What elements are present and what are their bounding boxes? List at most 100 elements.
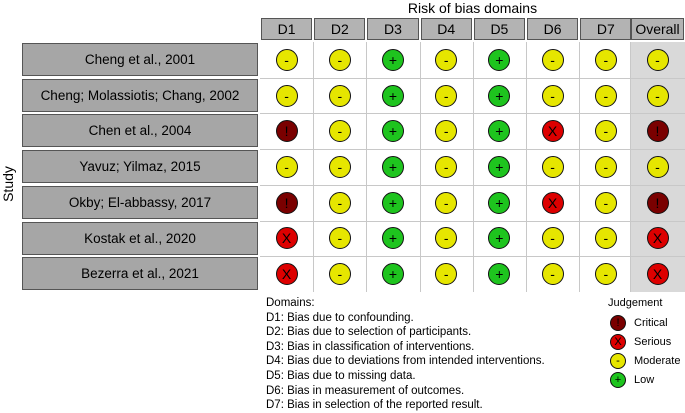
judgement-symbol: + [495,194,504,211]
moderate-legend-icon: - [610,353,626,369]
judgement-symbol: - [284,51,289,68]
judgement-moderate-icon: - [541,227,564,250]
study-name: Kostak et al., 2020 [22,221,258,255]
judgement-legend-item-moderate: - Moderate [610,352,680,370]
judgement-symbol: - [337,87,343,104]
judgement-moderate-icon: - [328,191,351,214]
low-legend-icon: + [610,372,626,388]
domains-legend-title: Domains: [266,297,315,309]
judgement-symbol: + [495,158,504,175]
domains-legend-item: D1: Bias due to confounding. [266,311,414,324]
domains-legend: Domains: D1: Bias due to confounding. D2… [266,296,545,413]
judgement-critical-icon: ! [646,120,669,143]
grid-hline [260,256,685,258]
judgement-symbol: - [284,87,289,104]
judgement-symbol: ! [655,123,660,140]
judgement-moderate-icon: - [594,155,617,178]
judgement-moderate-icon: - [541,155,564,178]
judgement-serious-icon: X [646,263,669,286]
judgement-moderate-icon: - [328,227,351,250]
column-header-d3: D3 [367,18,419,40]
column-header-overall: Overall [631,18,684,40]
judgement-moderate-icon: - [594,227,617,250]
judgement-serious-icon: X [275,263,298,286]
judgement-moderate-icon: - [435,48,458,71]
judgement-symbol: + [388,266,398,283]
judgement-symbol: X [547,123,558,140]
study-name: Yavuz; Yilmaz, 2015 [22,150,258,184]
judgement-moderate-icon: - [646,84,669,107]
judgement-legend-item-low: + Low [610,371,654,389]
judgement-moderate-icon: - [275,84,298,107]
judgement-moderate-icon: - [275,48,298,71]
judgement-moderate-icon: - [328,48,351,71]
judgement-low-icon: + [382,155,404,178]
judgement-low-icon: + [382,120,404,143]
column-header-d7: D7 [580,18,632,40]
judgement-symbol: ! [655,194,660,211]
grid-vline [472,42,474,292]
judgement-symbol: - [603,51,609,68]
judgement-serious-icon: X [275,227,298,250]
grid-vline [526,42,527,292]
judgement-symbol: - [443,230,449,247]
judgement-symbol: - [603,230,609,247]
judgement-moderate-icon: - [275,155,298,178]
judgement-symbol: - [443,51,449,68]
judgement-symbol: + [388,158,398,175]
judgement-symbol: - [443,87,449,104]
judgement-moderate-icon: - [328,263,351,286]
judgement-moderate-icon: - [435,263,458,286]
judgement-moderate-icon: - [541,48,564,71]
domains-legend-item: D3: Bias in classification of interventi… [266,340,475,353]
judgement-symbol: X [281,266,292,283]
judgement-symbol: - [550,230,555,247]
judgement-symbol: - [655,158,660,175]
grid-hline [260,184,685,186]
grid-hline [260,77,685,79]
judgement-symbol: + [388,194,398,211]
grid-hline [260,113,685,115]
judgement-low-icon: + [488,263,511,286]
grid-vline [579,42,581,292]
judgement-symbol: + [495,230,504,247]
judgement-low-icon: + [382,84,404,107]
judgement-critical-icon: ! [646,191,669,214]
domains-legend-item: D6: Bias in measurement of outcomes. [266,384,465,397]
judgement-symbol: - [603,158,609,175]
grid-vline [419,42,421,292]
judgement-moderate-icon: - [328,155,351,178]
judgement-symbol: + [388,230,398,247]
judgement-symbol: ! [284,194,289,211]
judgement-symbol: + [495,266,504,283]
grid-hline [260,149,685,151]
judgement-symbol: - [550,266,555,283]
column-header-d5: D5 [473,18,525,40]
critical-legend-icon: ! [610,315,626,331]
domains-legend-item: D2: Bias due to selection of participant… [266,326,472,339]
judgement-symbol: - [443,123,449,140]
judgement-moderate-icon: - [594,84,617,107]
column-header-d1: D1 [261,18,313,40]
judgement-symbol: X [547,194,558,211]
judgement-symbol: - [603,194,609,211]
domains-legend-item: D5: Bias due to missing data. [266,369,416,382]
judgement-symbol: - [443,158,449,175]
judgement-serious-icon: X [541,191,564,214]
study-name: Cheng et al., 2001 [22,43,258,76]
judgement-critical-icon: ! [275,120,298,143]
judgement-moderate-icon: - [435,120,458,143]
judgement-low-icon: + [488,191,511,214]
judgement-symbol: - [655,87,660,104]
judgement-serious-icon: X [541,120,564,143]
judgement-symbol: ! [284,123,289,140]
judgement-legend-label: Critical [634,317,668,329]
judgement-symbol: + [388,87,398,104]
judgement-symbol: - [603,87,609,104]
judgement-moderate-icon: - [646,155,669,178]
judgement-low-icon: + [382,48,404,71]
judgement-low-icon: + [488,84,511,107]
judgement-legend-label: Moderate [634,355,681,367]
judgement-critical-icon: ! [275,191,298,214]
judgement-moderate-icon: - [435,227,458,250]
